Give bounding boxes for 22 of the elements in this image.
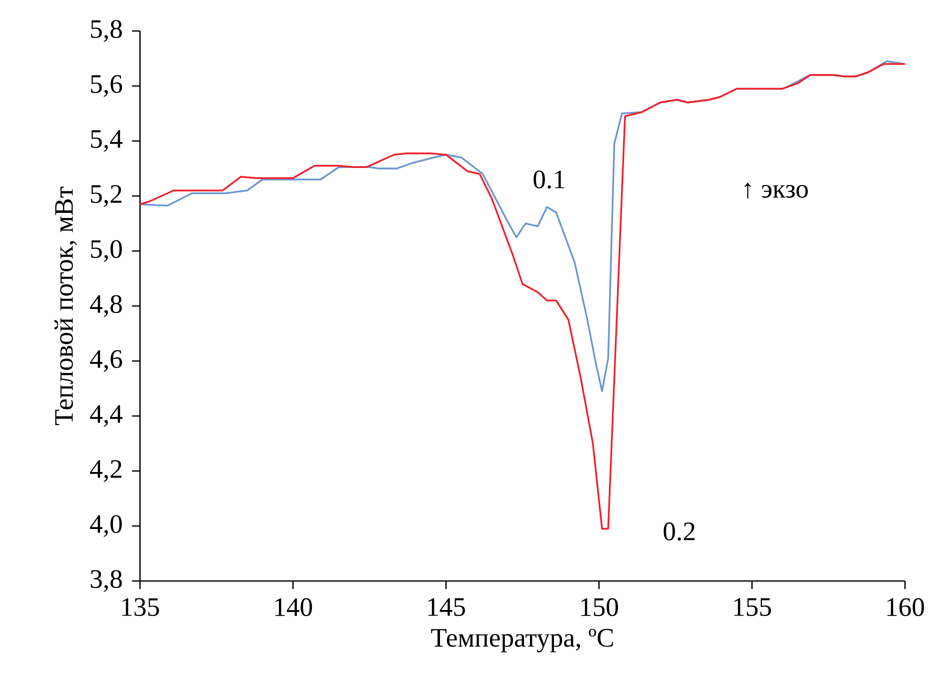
y-tick-label: 5,4 bbox=[91, 130, 122, 152]
y-tick-label: 5,2 bbox=[91, 185, 122, 207]
x-tick-label: 145 bbox=[428, 598, 465, 616]
x-tick-label: 135 bbox=[122, 598, 159, 616]
y-axis-title: Тепловой поток, мВт bbox=[54, 186, 77, 426]
y-tick-label: 4,8 bbox=[90, 295, 122, 317]
x-axis-title: Температура, ºС bbox=[431, 628, 613, 652]
x-tick-label: 140 bbox=[275, 598, 312, 616]
x-tick-label: 160 bbox=[887, 598, 924, 616]
y-tick-label: 4,6 bbox=[90, 350, 122, 372]
y-tick-label: 3,8 bbox=[90, 570, 122, 592]
y-tick-label: 4,4 bbox=[90, 405, 122, 427]
y-tick-label: 4,0 bbox=[90, 515, 122, 537]
x-tick-label: 155 bbox=[734, 598, 771, 616]
annotation: ↑ экзо bbox=[744, 182, 808, 198]
text: 0.2 bbox=[664, 522, 695, 541]
y-tick-label: 5,8 bbox=[91, 20, 122, 42]
series-label: 0.1 bbox=[534, 170, 564, 189]
y-tick-label: 5,0 bbox=[91, 240, 122, 262]
y-tick-label: 5,6 bbox=[91, 75, 122, 97]
y-tick-label: 4,2 bbox=[90, 460, 122, 482]
x-tick-label: 150 bbox=[581, 598, 618, 616]
